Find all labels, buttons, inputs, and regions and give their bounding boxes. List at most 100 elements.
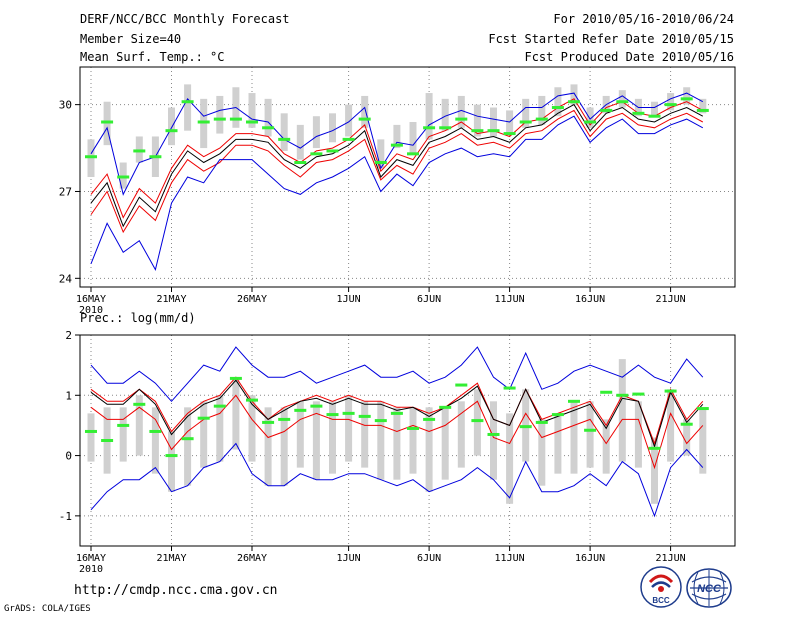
median-mark	[101, 439, 114, 442]
median-mark	[278, 417, 291, 421]
median-mark	[568, 399, 580, 403]
x-tick-label: 6JUN	[417, 553, 441, 564]
spread-box	[651, 101, 658, 117]
spread-box	[168, 431, 175, 492]
median-mark	[181, 100, 194, 104]
y-tick-label: 24	[59, 272, 73, 285]
x-year-label: 2010	[79, 564, 103, 575]
spread-box	[457, 95, 465, 128]
x-tick-label: 21JUN	[656, 553, 686, 564]
spread-box	[457, 401, 465, 468]
median-mark	[551, 413, 564, 417]
spread-box	[538, 419, 546, 486]
series-lower-line	[90, 109, 704, 234]
precipitation-panel: -1 0 1 2 16MAY 21MAY 26MAY 1JUN 6JUN 11JUN 16JUN 21…	[59, 329, 736, 575]
median-mark	[632, 392, 645, 396]
spread-box	[280, 113, 288, 151]
median-mark	[648, 446, 661, 450]
spread-box	[586, 401, 594, 468]
spread-box	[87, 413, 95, 462]
x-tick-label: 11JUN	[495, 294, 525, 305]
spread-box	[618, 90, 626, 108]
spread-box	[554, 413, 562, 474]
x-tick-label: 6JUN	[417, 294, 441, 305]
spread-box	[409, 122, 417, 154]
median-mark	[519, 120, 532, 124]
median-mark	[519, 425, 532, 429]
spread-box	[490, 401, 497, 480]
x-tick-label: 11JUN	[495, 553, 525, 564]
spread-box	[490, 107, 497, 137]
median-mark	[439, 405, 452, 409]
median-mark	[584, 428, 597, 432]
median-mark	[246, 120, 258, 124]
median-mark	[616, 393, 629, 397]
median-mark	[246, 398, 258, 402]
x-tick-label: 21JUN	[656, 294, 686, 305]
footer-url[interactable]: http://cmdp.ncc.cma.gov.cn	[74, 583, 278, 598]
median-mark	[294, 161, 307, 165]
median-mark	[423, 417, 436, 421]
median-mark	[535, 420, 548, 424]
median-mark	[294, 408, 307, 412]
median-mark	[503, 132, 516, 136]
series-upper-line	[90, 98, 704, 219]
spread-box	[618, 359, 626, 462]
series-mean-line	[90, 103, 704, 228]
spread-box	[602, 419, 610, 474]
spread-box	[151, 407, 159, 474]
bcc-logo-text: BCC	[652, 596, 670, 605]
median-mark	[117, 423, 130, 427]
x-tick-label: 1JUN	[337, 553, 361, 564]
median-mark	[632, 111, 645, 115]
median-mark	[213, 117, 226, 121]
spread-box	[184, 407, 192, 486]
median-mark	[133, 149, 146, 153]
median-mark	[358, 117, 371, 121]
spread-box	[683, 87, 691, 105]
started-date: Fcst Started Refer Date 2010/05/15	[488, 32, 734, 46]
temperature-panel: 24 27 30 16MAY 21MAY 26MAY 1JUN 6JUN 11JUN 16JUN 2…	[59, 66, 736, 316]
spread-box	[377, 139, 385, 169]
median-mark	[85, 429, 97, 433]
median-mark	[551, 106, 564, 110]
x-tick-label: 16JUN	[575, 553, 605, 564]
spread-box	[296, 401, 304, 468]
spread-box	[377, 401, 385, 480]
median-mark	[407, 426, 419, 430]
member-size: Member Size=40	[80, 32, 182, 46]
median-mark	[664, 103, 677, 107]
plot-frame	[79, 334, 736, 547]
median-mark	[149, 429, 162, 433]
spread-box	[473, 104, 481, 137]
median-mark	[423, 126, 436, 130]
median-mark	[471, 129, 484, 133]
spread-box	[425, 407, 433, 492]
median-mark	[680, 97, 693, 101]
spread-box	[425, 93, 433, 140]
spread-box	[522, 98, 530, 128]
x-tick-label: 21MAY	[156, 553, 186, 564]
spread-box	[168, 107, 175, 146]
spread-box	[538, 95, 546, 125]
median-mark	[85, 155, 97, 159]
spread-box	[345, 395, 353, 462]
spread-box	[216, 95, 224, 134]
spread-box	[329, 401, 336, 474]
produced-date: Fcst Produced Date 2010/05/16	[524, 50, 734, 64]
median-mark	[696, 108, 709, 112]
median-mark	[342, 411, 355, 415]
y-tick-label: 0	[65, 450, 72, 463]
spread-box	[200, 401, 208, 468]
median-mark	[616, 100, 629, 104]
spread-box	[361, 401, 369, 468]
median-mark	[342, 137, 355, 141]
median-mark	[455, 117, 468, 121]
series-lower-line	[90, 394, 704, 470]
median-mark	[390, 411, 403, 415]
median-mark	[568, 100, 580, 104]
median-mark	[310, 152, 323, 156]
median-mark	[696, 407, 709, 411]
spread-box	[554, 87, 562, 117]
